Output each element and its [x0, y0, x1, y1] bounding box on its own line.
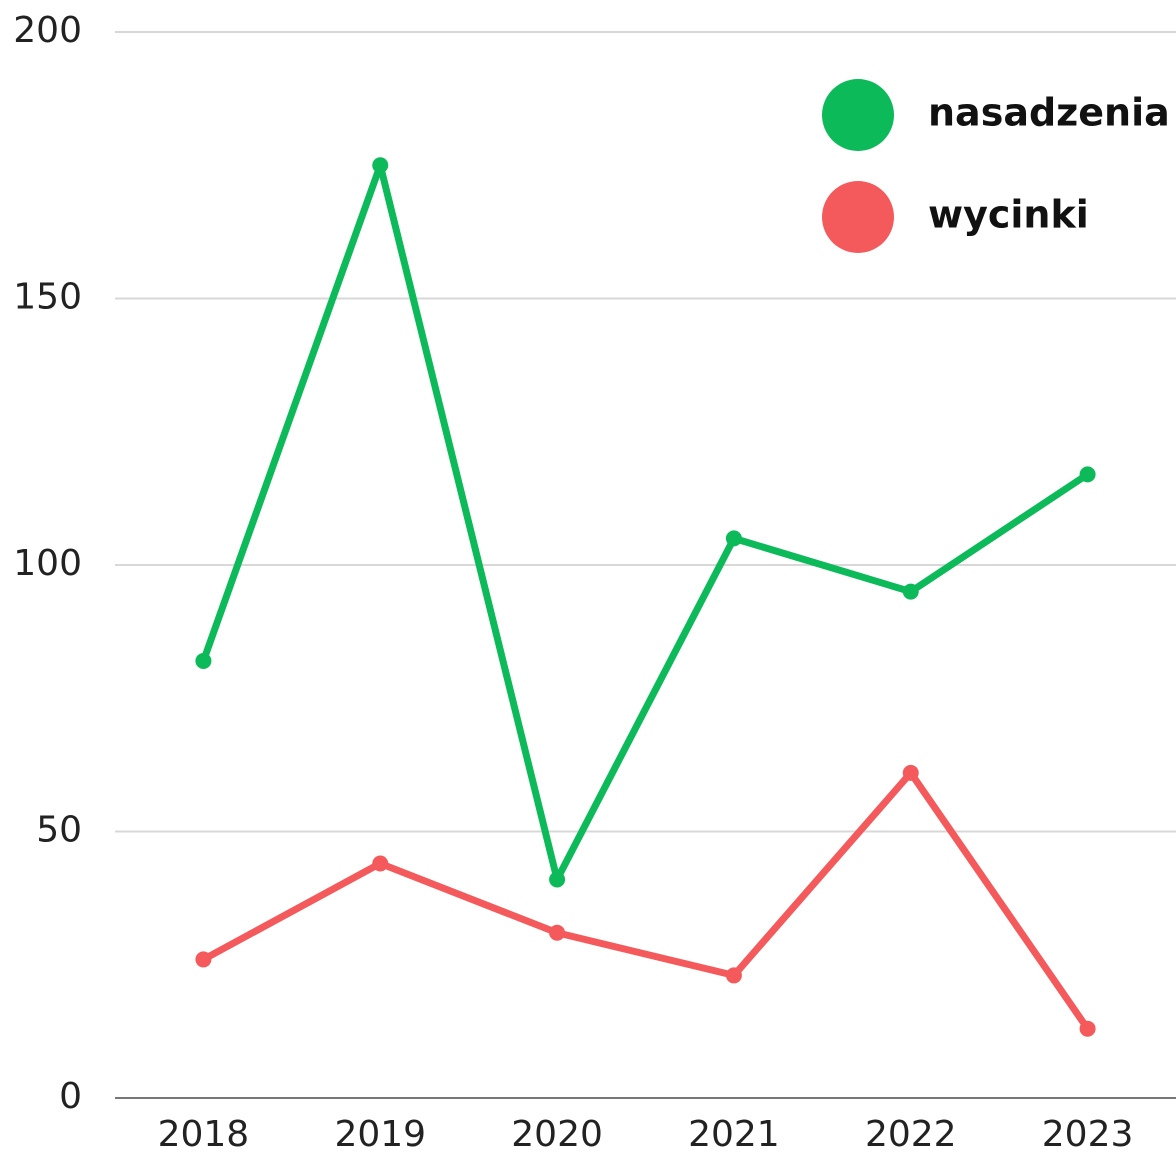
point: [372, 157, 389, 174]
point: [1079, 1020, 1096, 1037]
y-tick-label: 0: [59, 1076, 82, 1117]
legend-swatch: [822, 181, 894, 253]
y-tick-label: 50: [36, 810, 82, 851]
x-tick-label: 2022: [865, 1114, 957, 1155]
point: [902, 583, 919, 600]
y-tick-label: 200: [13, 10, 82, 51]
x-tick-label: 2019: [334, 1114, 426, 1155]
x-tick-label: 2018: [158, 1114, 250, 1155]
y-tick-label: 150: [13, 277, 82, 318]
point: [549, 924, 566, 941]
point: [725, 530, 742, 547]
point: [725, 967, 742, 984]
x-tick-label: 2021: [688, 1114, 780, 1155]
point: [902, 764, 919, 781]
point: [1079, 466, 1096, 483]
point: [372, 855, 389, 872]
legend-label: nasadzenia: [928, 91, 1170, 135]
series-line: [201, 769, 1091, 1031]
y-tick-label: 100: [13, 543, 82, 584]
legend-swatch: [822, 79, 894, 151]
point: [195, 652, 212, 669]
legend-label: wycinki: [928, 193, 1089, 237]
x-tick-label: 2023: [1042, 1114, 1134, 1155]
series-line: [200, 161, 1090, 883]
point: [195, 951, 212, 968]
x-tick-label: 2020: [511, 1114, 603, 1155]
point: [549, 871, 566, 888]
